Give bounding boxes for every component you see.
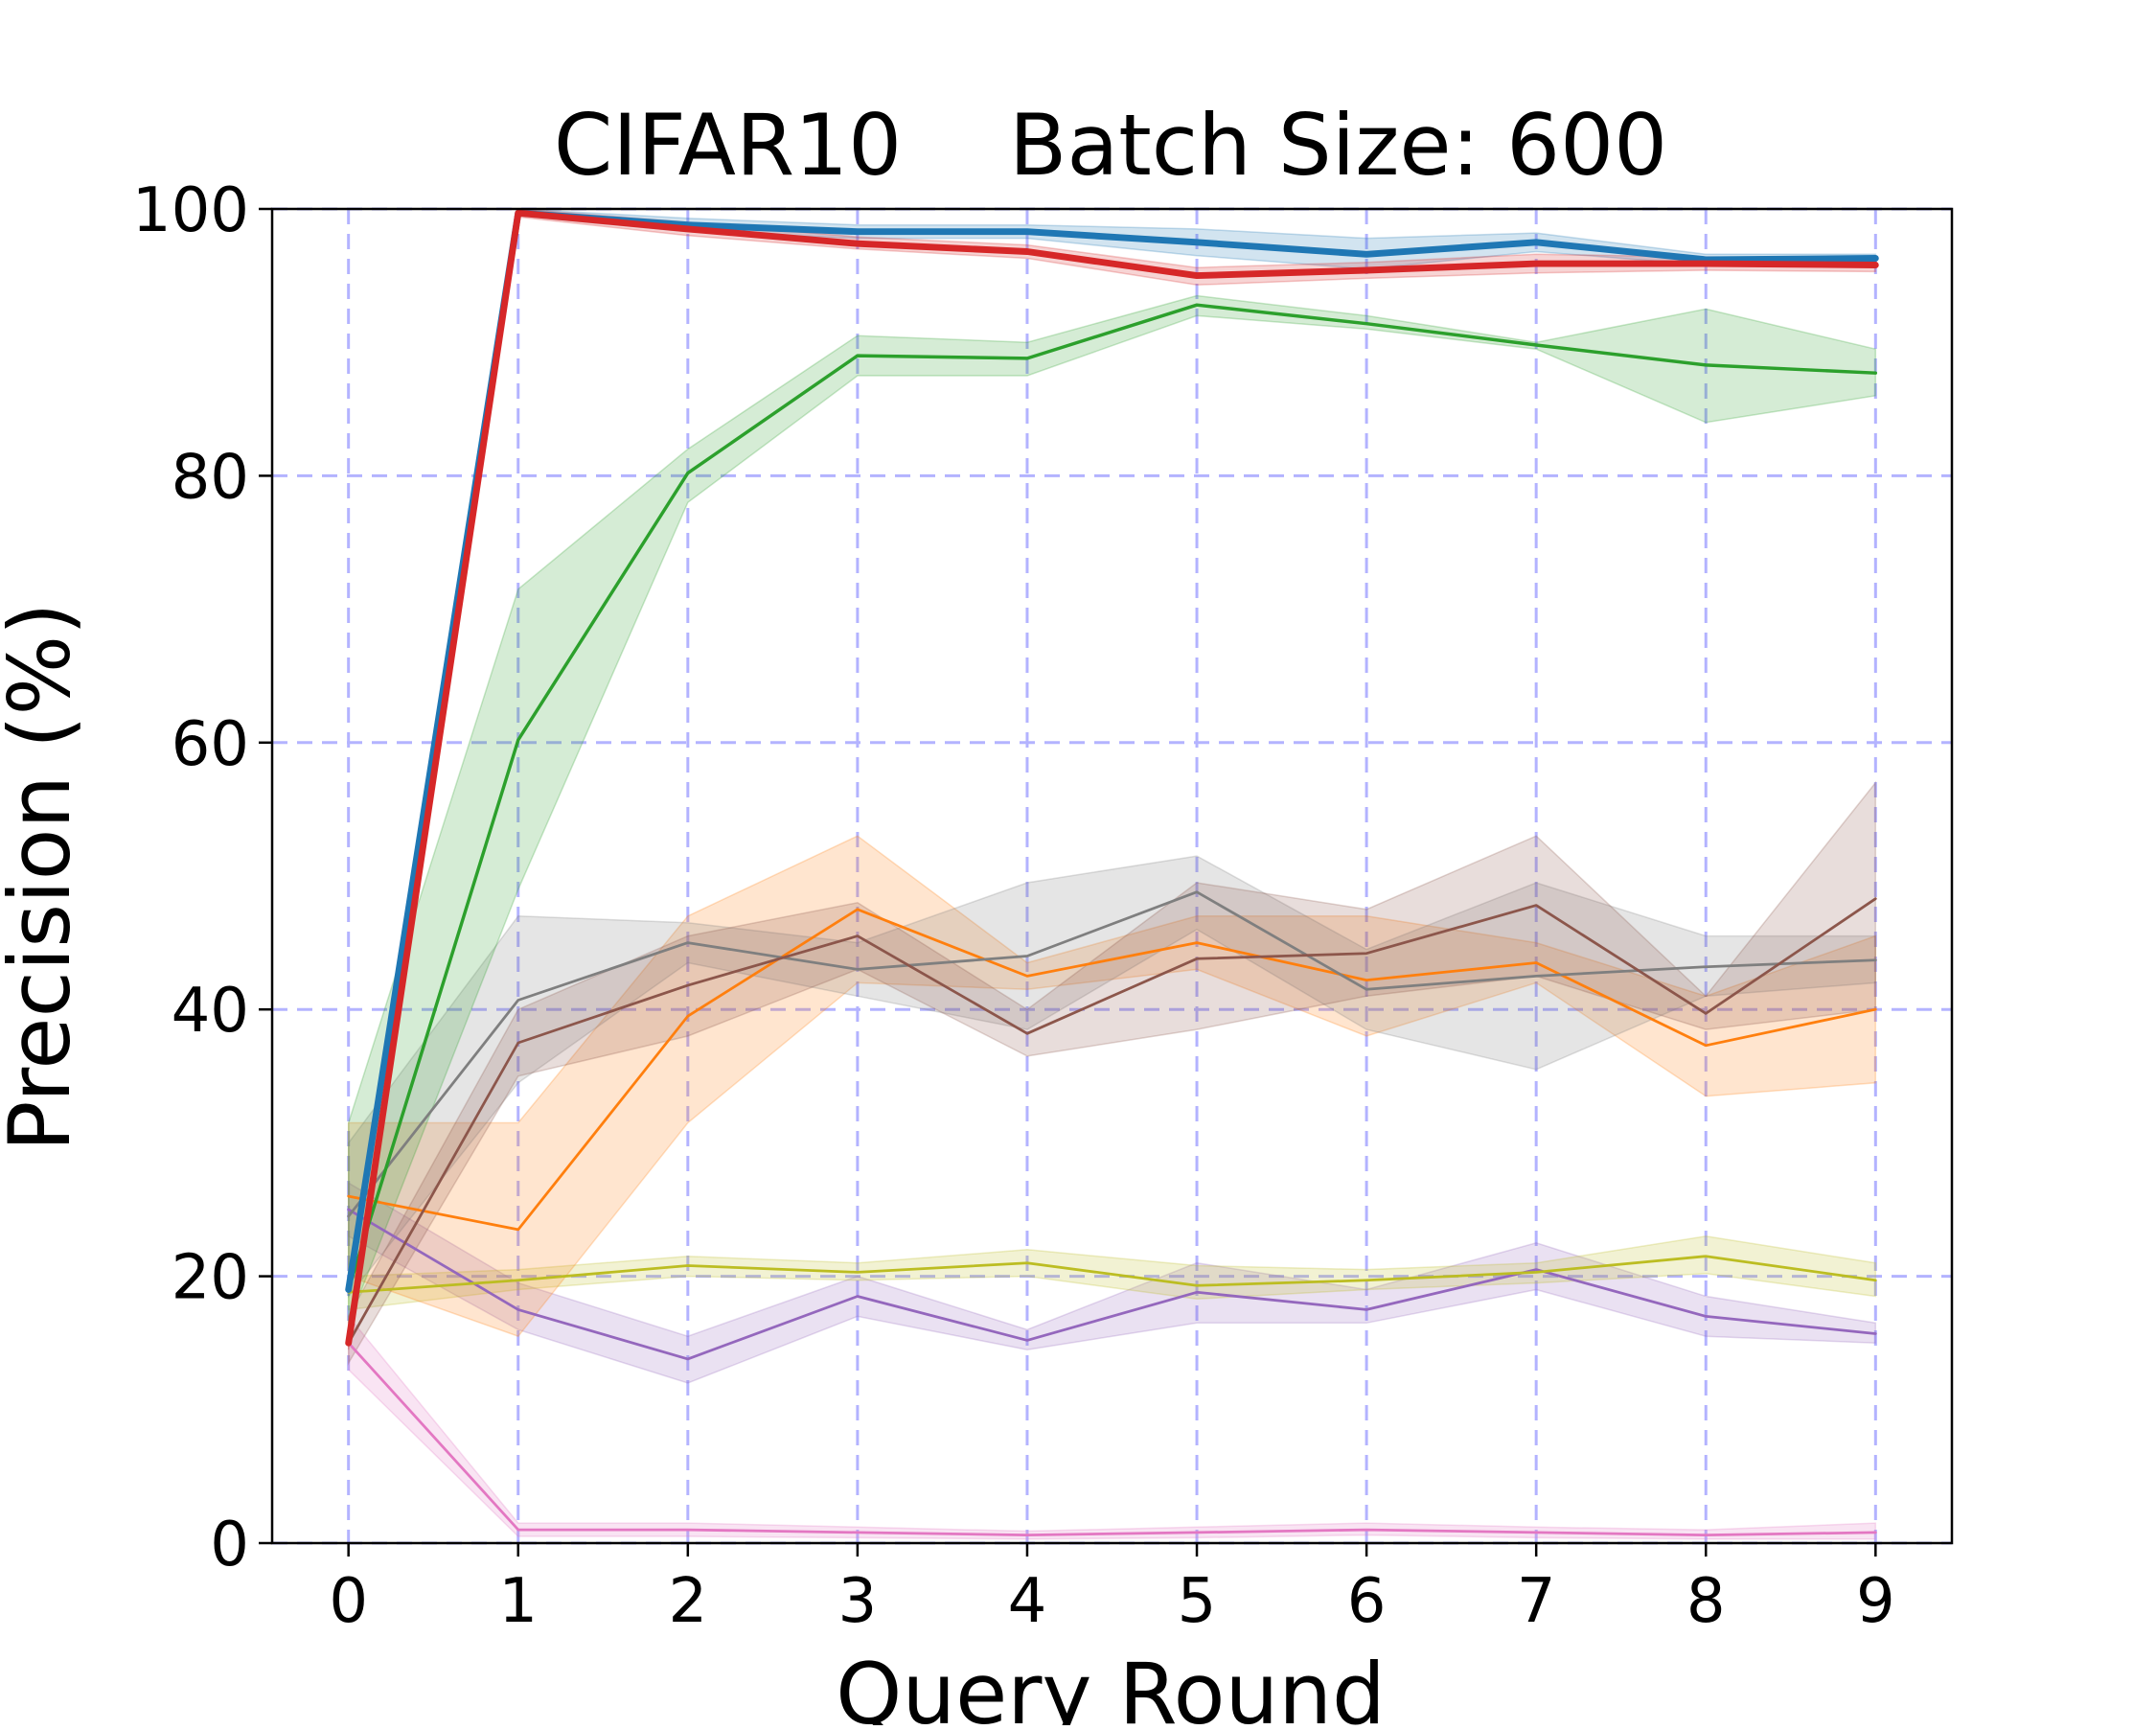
series-5-line <box>347 897 1877 1345</box>
x-axis-label: Query Round <box>836 1645 1386 1725</box>
x-tick-label-6: 6 <box>1347 1566 1387 1637</box>
series-4-line <box>347 890 1877 1218</box>
series-6-line <box>346 303 1878 1292</box>
y-tick-label-60: 60 <box>172 709 249 780</box>
axis-ticks: 0 1 2 3 4 5 6 7 8 9 0 20 40 60 80 100 <box>132 175 1895 1637</box>
series-1-line <box>347 1208 1877 1361</box>
x-tick-label-2: 2 <box>668 1566 707 1637</box>
x-tick-label-0: 0 <box>329 1566 368 1637</box>
series-8-line <box>345 209 1879 1347</box>
x-tick-label-3: 3 <box>838 1566 878 1637</box>
y-tick-label-80: 80 <box>172 442 249 513</box>
x-tick-label-1: 1 <box>498 1566 538 1637</box>
series-lines <box>345 209 1879 1536</box>
x-tick-label-5: 5 <box>1178 1566 1217 1637</box>
series-3-line <box>347 908 1877 1232</box>
grid <box>272 207 1952 1545</box>
confidence-bands <box>347 208 1877 1540</box>
series-0-line <box>347 1341 1877 1536</box>
y-tick-label-100: 100 <box>132 175 249 246</box>
x-tick-label-9: 9 <box>1856 1566 1895 1637</box>
y-axis-label: Precision (%) <box>0 603 89 1152</box>
series-3-band <box>347 835 1877 1338</box>
y-tick-label-40: 40 <box>172 976 249 1047</box>
x-tick-label-7: 7 <box>1517 1566 1556 1637</box>
series-6-band <box>347 294 1877 1324</box>
y-tick-label-0: 0 <box>210 1510 249 1580</box>
x-tick-label-8: 8 <box>1686 1566 1726 1637</box>
chart-title: CIFAR10 Batch Size: 600 <box>554 96 1667 195</box>
series-0-band <box>347 1314 1877 1540</box>
y-tick-label-20: 20 <box>172 1243 249 1314</box>
plot-area-frame <box>270 207 1954 1545</box>
series-1-band <box>347 1181 1877 1384</box>
series-2-band <box>347 1235 1877 1311</box>
series-2-line <box>347 1255 1877 1294</box>
x-tick-label-4: 4 <box>1008 1566 1047 1637</box>
